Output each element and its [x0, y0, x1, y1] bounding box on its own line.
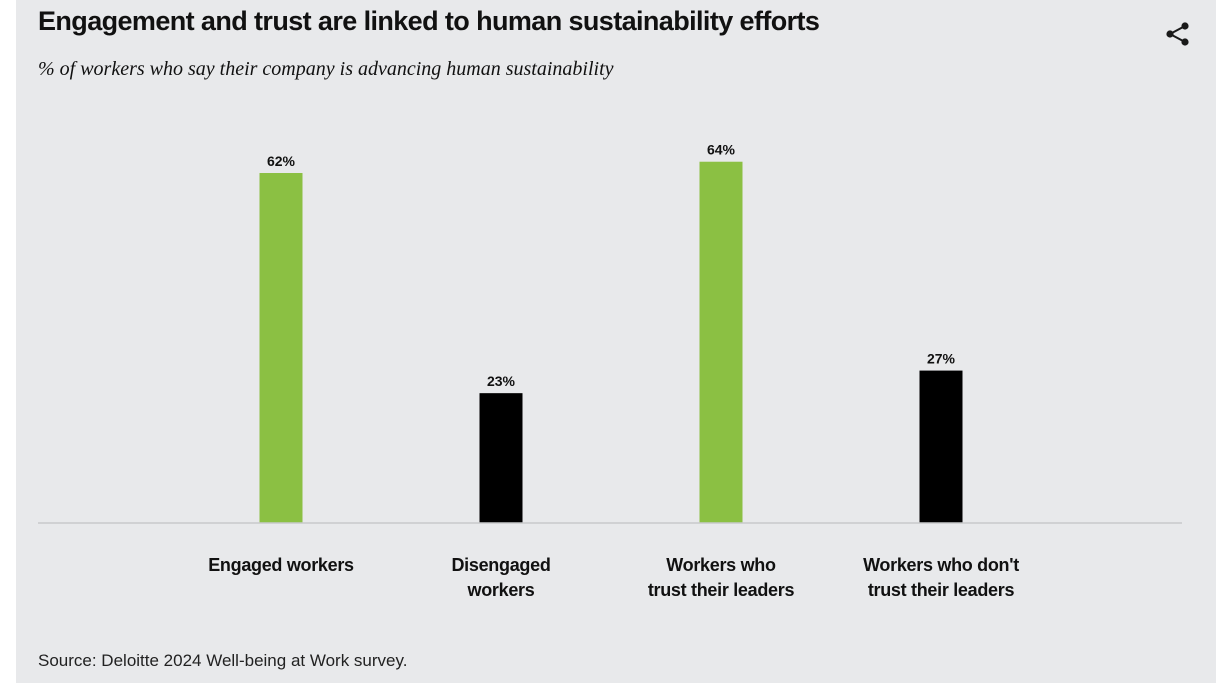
bar-2 [479, 393, 523, 523]
source-note: Source: Deloitte 2024 Well-being at Work… [38, 651, 408, 670]
value-label-3: 64% [707, 142, 736, 158]
category-label-3: Workers who trust their leaders [648, 555, 795, 600]
value-label-1: 62% [267, 153, 296, 169]
chart-panel [16, 0, 1216, 683]
category-label-line: trust their leaders [868, 580, 1015, 600]
value-label-2: 23% [487, 373, 516, 389]
category-label-line: Engaged workers [208, 555, 354, 575]
bars [259, 161, 963, 523]
category-label-line: Workers who don't [863, 555, 1019, 575]
category-label-line: Disengaged [451, 555, 550, 575]
category-label-1: Engaged workers [208, 555, 354, 575]
bar-3 [699, 161, 743, 523]
category-label-line: Workers who [666, 555, 776, 575]
chart-title: Engagement and trust are linked to human… [38, 6, 820, 36]
category-label-2: Disengaged workers [451, 555, 550, 600]
category-label-4: Workers who don't trust their leaders [863, 555, 1019, 600]
chart-subtitle: % of workers who say their company is ad… [38, 58, 614, 80]
labels: 62% Engaged workers 23% Disengaged workers 64… [208, 142, 1019, 600]
category-label-line: workers [467, 580, 535, 600]
value-label-4: 27% [927, 351, 956, 367]
share-icon[interactable] [1163, 20, 1193, 48]
category-label-line: trust their leaders [648, 580, 795, 600]
bar-4 [919, 370, 963, 523]
bar-1 [259, 173, 303, 523]
